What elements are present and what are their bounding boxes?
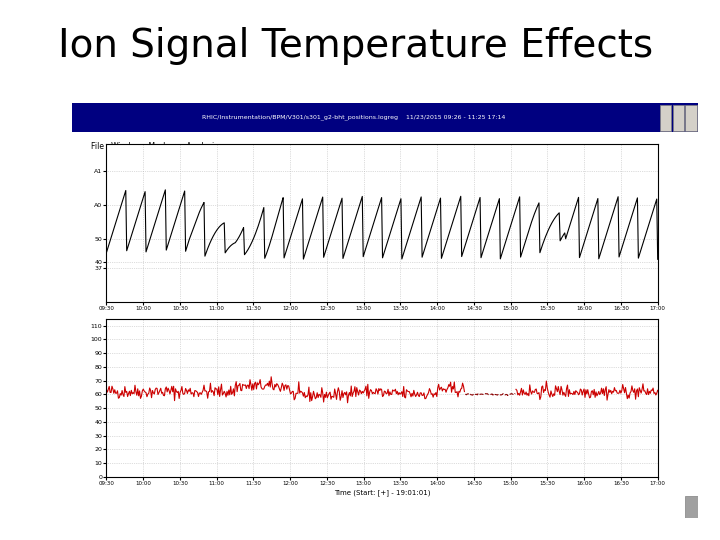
- Text: RHIC/Instrumentation/BPM/V301/s301_g2-bht_positions.logreg    11/23/2015 09:26 -: RHIC/Instrumentation/BPM/V301/s301_g2-bh…: [202, 114, 505, 120]
- FancyBboxPatch shape: [685, 496, 698, 518]
- X-axis label: Time (Start: [+] - 19:01:01): Time (Start: [+] - 19:01:01): [334, 489, 431, 496]
- Legend: bev?1.x_d2:bht_me_cmu:actual (C): bev?1.x_d2:bht_me_cmu:actual (C): [315, 359, 449, 370]
- FancyBboxPatch shape: [72, 103, 698, 132]
- FancyBboxPatch shape: [672, 105, 684, 131]
- Text: Ion Signal Temperature Effects: Ion Signal Temperature Effects: [58, 27, 653, 65]
- Text: File   Window   Markers   Analysis: File Window Markers Analysis: [91, 142, 218, 151]
- FancyBboxPatch shape: [660, 105, 672, 131]
- FancyBboxPatch shape: [685, 105, 696, 131]
